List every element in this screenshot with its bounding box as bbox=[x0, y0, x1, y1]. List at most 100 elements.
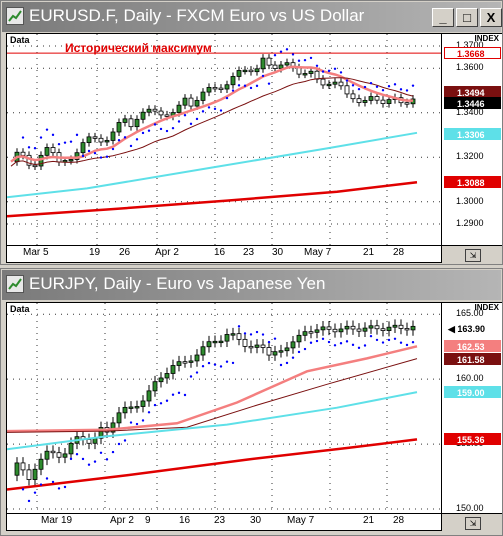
price-tick-label: 160.00 bbox=[456, 373, 484, 384]
candle bbox=[338, 328, 344, 333]
title-bar[interactable]: EURJPY, Daily - Euro vs Japanese Yen bbox=[2, 270, 501, 300]
candle bbox=[152, 381, 158, 392]
price-marker: 1.3088 bbox=[444, 176, 501, 189]
chart-app-icon[interactable] bbox=[6, 7, 24, 25]
psar-dot bbox=[333, 67, 337, 70]
candle bbox=[248, 69, 254, 73]
time-tick-label: Apr 2 bbox=[155, 247, 179, 258]
psar-dot bbox=[189, 122, 193, 126]
candle bbox=[152, 108, 158, 112]
ma-mid-line bbox=[7, 358, 418, 433]
time-tick-label: 30 bbox=[272, 247, 284, 258]
psar-dot bbox=[285, 361, 289, 365]
psar-dot bbox=[147, 129, 151, 132]
psar-dot bbox=[405, 89, 409, 92]
price-tick-label: 1.3200 bbox=[456, 151, 484, 162]
time-tick-label: 26 bbox=[119, 247, 131, 258]
psar-dot bbox=[99, 451, 103, 454]
psar-dot bbox=[345, 340, 349, 343]
time-tick-label: 9 bbox=[145, 515, 151, 526]
candle bbox=[254, 68, 260, 73]
candle bbox=[32, 468, 38, 480]
candle bbox=[230, 76, 236, 86]
psar-dot bbox=[213, 107, 217, 111]
candle bbox=[332, 328, 338, 333]
candle bbox=[158, 377, 164, 383]
psar-dot bbox=[69, 140, 73, 143]
window-title: EURJPY, Daily - Euro vs Japanese Yen bbox=[29, 274, 326, 293]
price-tick-label: 1.3400 bbox=[456, 106, 484, 117]
psar-dot bbox=[399, 341, 403, 344]
psar-dot bbox=[369, 334, 373, 338]
candle bbox=[110, 422, 116, 433]
scroll-corner-icon[interactable]: ⇲ bbox=[465, 517, 481, 530]
psar-dot bbox=[213, 363, 217, 366]
price-axis[interactable]: INDEX 1.3700 1.3600 1.3400 1.3200 1.3000 1.29… bbox=[442, 33, 502, 246]
psar-dot bbox=[375, 85, 379, 89]
candle bbox=[236, 70, 242, 77]
psar-dot bbox=[315, 339, 319, 343]
psar-dot bbox=[327, 69, 331, 73]
psar-dot bbox=[201, 365, 205, 368]
candle bbox=[176, 104, 182, 113]
scroll-corner-icon[interactable]: ⇲ bbox=[465, 249, 481, 262]
psar-dot bbox=[303, 58, 307, 62]
time-axis[interactable]: Mar 19 Apr 2 9 16 23 30 May 7 21 28 bbox=[6, 514, 442, 531]
price-plot[interactable]: Data bbox=[6, 302, 442, 514]
psar-dot bbox=[381, 341, 385, 344]
psar-dot bbox=[255, 84, 259, 88]
maximize-button[interactable]: □ bbox=[456, 8, 478, 27]
psar-dot bbox=[87, 149, 91, 153]
candle bbox=[338, 81, 344, 87]
candle bbox=[368, 325, 374, 329]
psar-dot bbox=[111, 147, 115, 151]
psar-dot bbox=[81, 154, 85, 158]
candle bbox=[134, 406, 140, 409]
psar-dot bbox=[93, 151, 97, 155]
psar-dot bbox=[39, 136, 43, 139]
candle bbox=[314, 329, 320, 333]
chart-app-icon[interactable] bbox=[6, 275, 24, 293]
candle bbox=[356, 98, 362, 103]
psar-dot bbox=[183, 113, 187, 117]
psar-dot bbox=[171, 393, 175, 396]
psar-dot bbox=[69, 457, 73, 461]
candle bbox=[14, 462, 20, 476]
psar-dot bbox=[393, 83, 397, 86]
psar-dot bbox=[153, 403, 157, 407]
candle bbox=[146, 108, 152, 113]
candle bbox=[20, 151, 26, 156]
data-label: Data bbox=[9, 304, 31, 314]
psar-dot bbox=[321, 337, 325, 341]
candle bbox=[182, 361, 188, 364]
candle bbox=[176, 361, 182, 366]
psar-dot bbox=[273, 54, 277, 57]
psar-dot bbox=[33, 147, 37, 150]
candle bbox=[248, 345, 254, 349]
psar-dot bbox=[267, 340, 271, 344]
psar-dot bbox=[189, 375, 193, 378]
price-plot[interactable]: Data Исторический максимум bbox=[6, 33, 442, 246]
candle bbox=[350, 325, 356, 330]
minimize-button[interactable]: _ bbox=[432, 8, 454, 27]
candle bbox=[128, 406, 134, 409]
psar-dot bbox=[135, 138, 139, 141]
price-tick-label: 150.00 bbox=[456, 503, 484, 513]
candle bbox=[380, 328, 386, 331]
candle bbox=[38, 458, 44, 470]
close-button[interactable]: X bbox=[480, 8, 502, 27]
time-axis[interactable]: Mar 5 19 26 Apr 2 16 23 30 May 7 21 28 bbox=[6, 246, 442, 263]
candle bbox=[116, 412, 122, 424]
candle bbox=[392, 324, 398, 328]
index-label: INDEX bbox=[474, 34, 499, 43]
psar-dot bbox=[339, 342, 343, 345]
title-bar[interactable]: EURUSD.F, Daily - FXCM Euro vs US Dollar… bbox=[2, 2, 502, 32]
psar-dot bbox=[123, 136, 127, 139]
psar-dot bbox=[159, 402, 163, 405]
candle bbox=[410, 325, 416, 331]
psar-dot bbox=[159, 127, 163, 131]
candle bbox=[104, 140, 110, 143]
candle bbox=[98, 137, 104, 143]
candle bbox=[164, 114, 170, 117]
